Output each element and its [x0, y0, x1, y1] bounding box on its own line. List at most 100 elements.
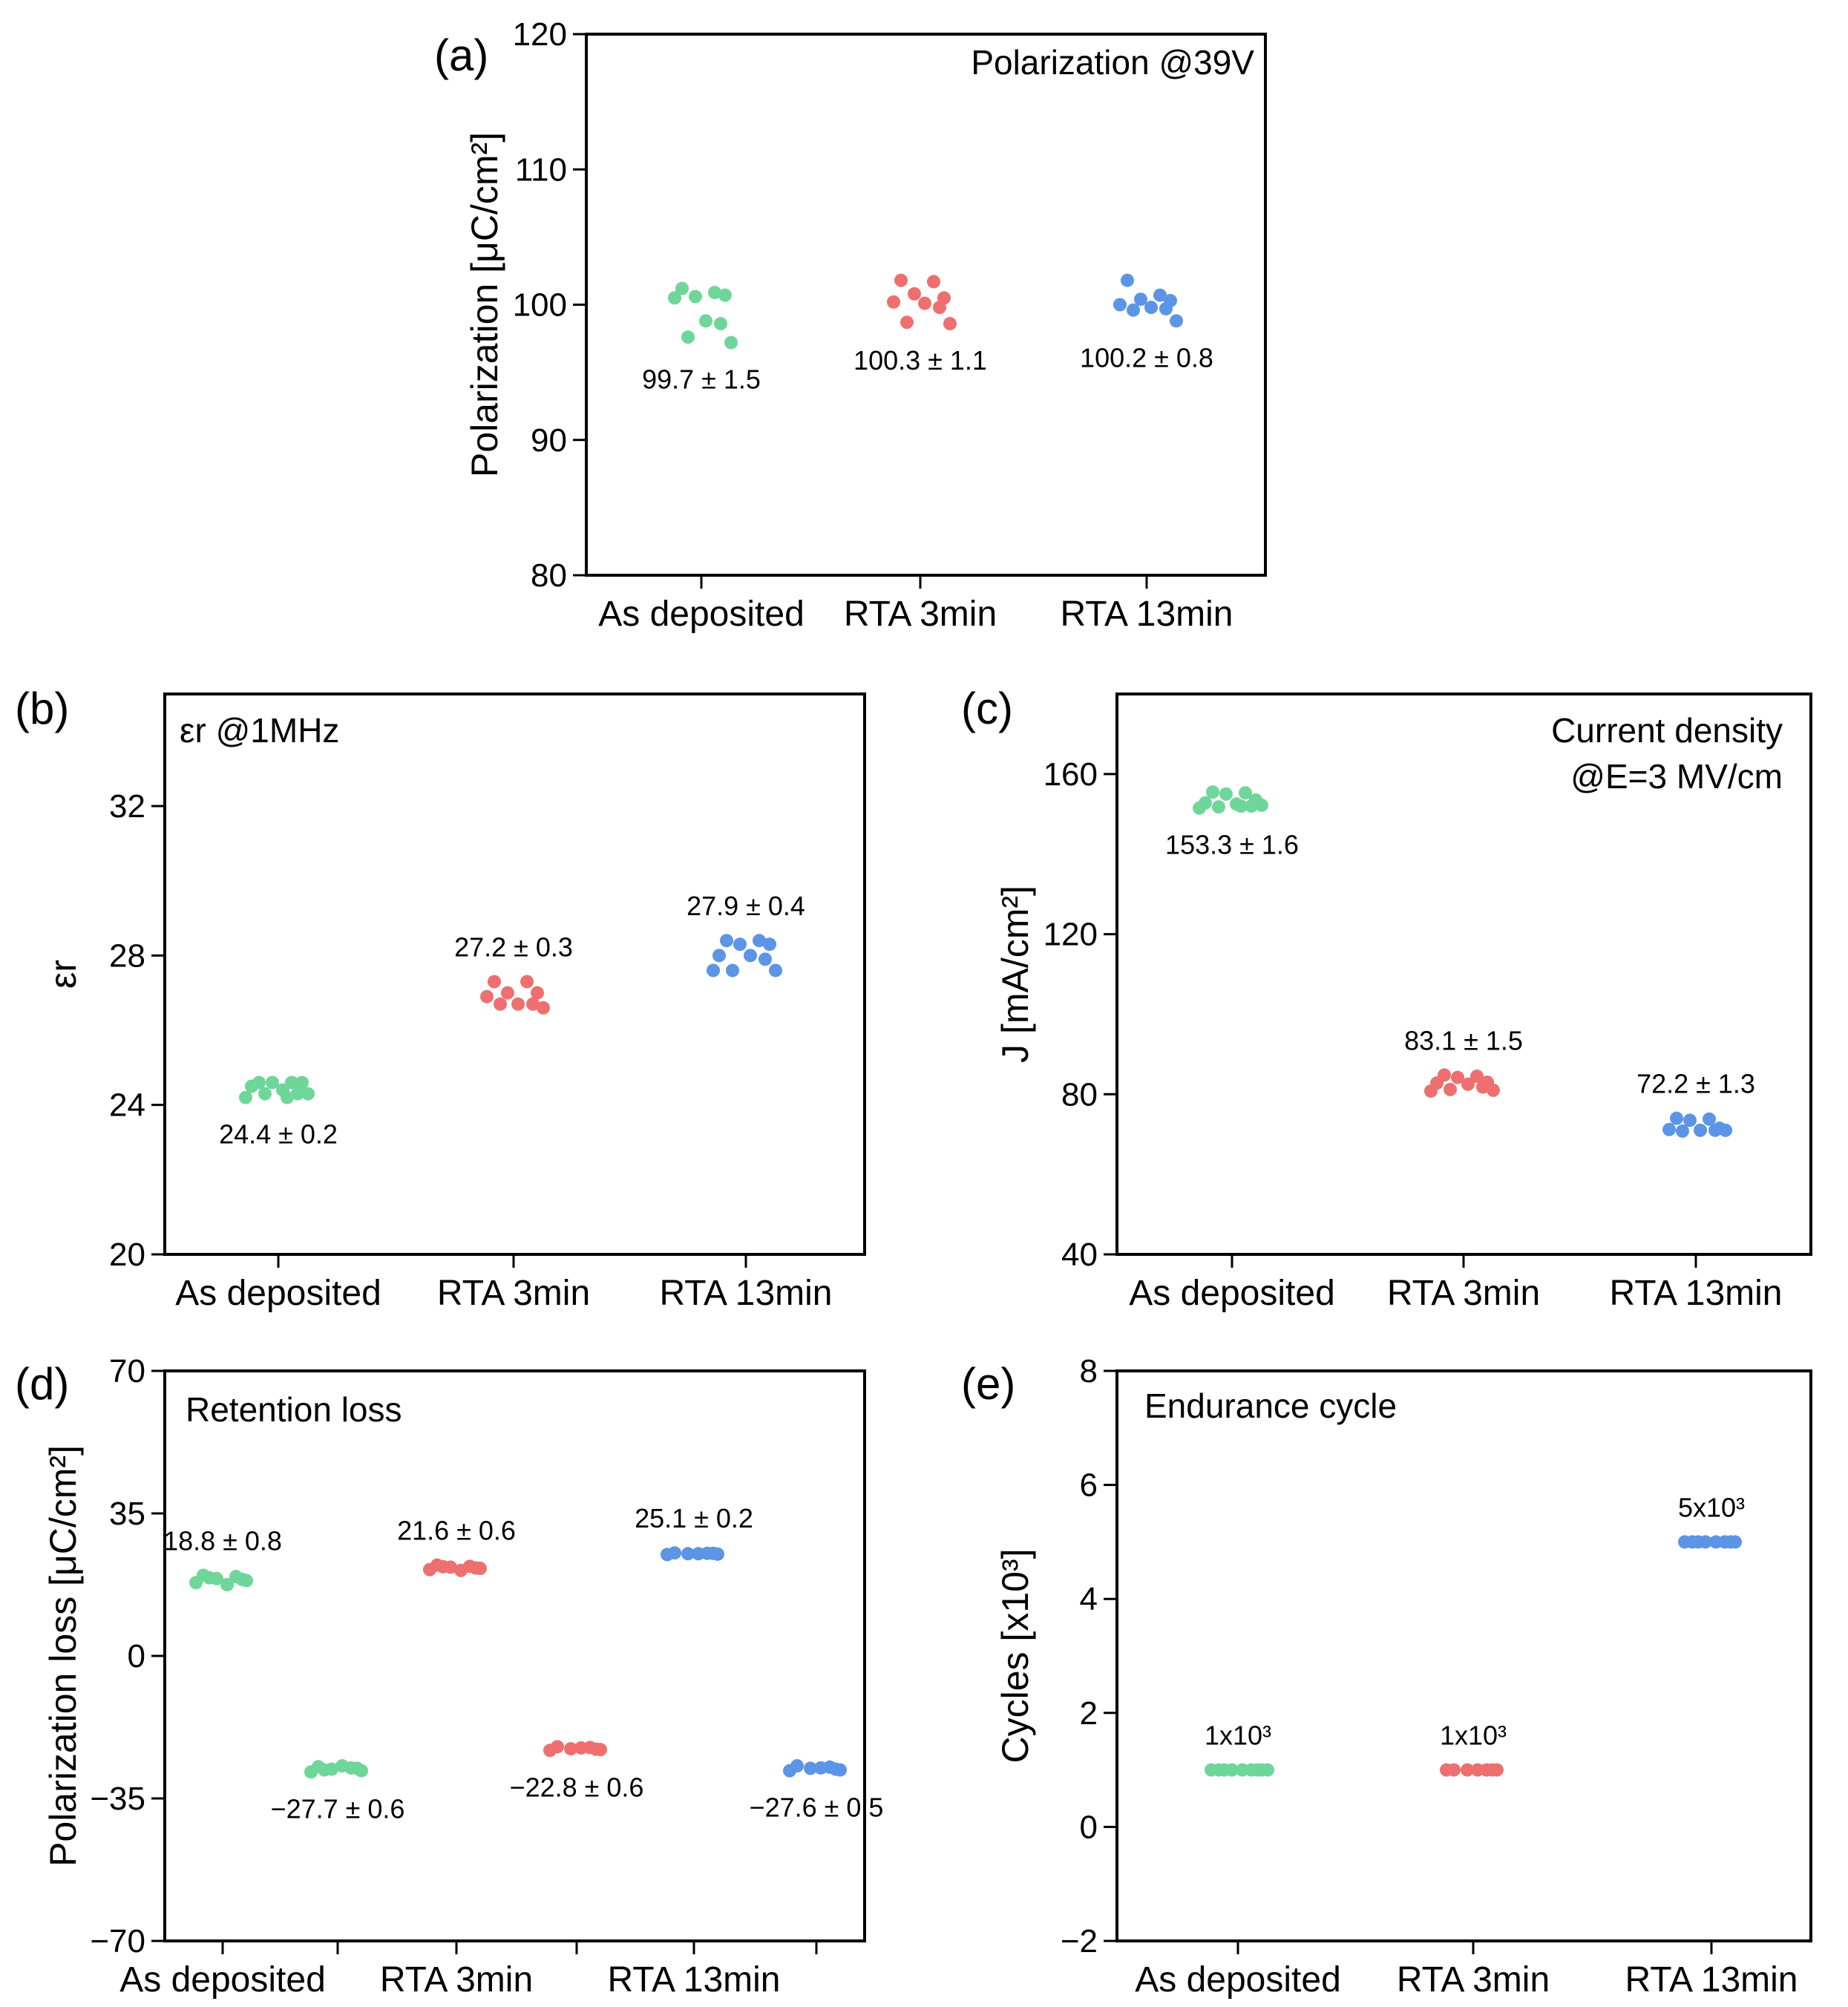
y-tick-label: 80 — [1061, 1076, 1098, 1113]
data-point — [1691, 1535, 1705, 1549]
x-category-label: As deposited — [175, 1274, 381, 1313]
data-point — [1444, 1082, 1457, 1096]
data-point — [454, 1563, 468, 1577]
panel-letter: (d) — [15, 1359, 69, 1409]
data-point — [689, 289, 702, 304]
y-tick-label: 6 — [1080, 1467, 1098, 1504]
data-point — [708, 286, 721, 300]
data-point — [488, 975, 501, 989]
data-point — [712, 949, 726, 963]
data-point — [1440, 1763, 1453, 1777]
data-point — [564, 1742, 577, 1756]
chart-subtitle: @E=3 MV/cm — [1570, 757, 1783, 796]
data-annotation: 1x10³ — [1440, 1720, 1507, 1751]
data-point — [829, 1762, 842, 1776]
data-annotation: −22.8 ± 0.6 — [510, 1772, 644, 1802]
series-points — [1662, 1111, 1732, 1138]
data-point — [1127, 303, 1140, 317]
chart-title: Retention loss — [186, 1390, 402, 1429]
data-point — [1683, 1113, 1697, 1127]
data-point — [469, 1561, 482, 1575]
panel-d: (d) −70 −35 0 35 70 Polarization loss [μC/cm²]… — [15, 1353, 883, 2000]
data-point — [718, 288, 732, 302]
plot-frame — [163, 1369, 866, 1942]
data-point — [203, 1571, 216, 1585]
data-point — [1219, 787, 1233, 801]
y-tick-label: 4 — [1080, 1581, 1098, 1617]
data-point — [1234, 799, 1248, 813]
y-axis-label: Polarization [μC/cm²] — [464, 132, 505, 477]
data-point — [1239, 786, 1252, 800]
data-point — [769, 963, 782, 978]
data-point — [744, 949, 757, 963]
data-point — [1678, 1535, 1691, 1549]
data-point — [675, 281, 689, 295]
data-point — [724, 335, 738, 350]
data-annotation: 72.2 ± 1.3 — [1636, 1069, 1755, 1099]
data-point — [574, 1741, 588, 1755]
x-category-label: As deposited — [1129, 1274, 1335, 1313]
y-tick-label: 90 — [531, 422, 567, 459]
data-point — [295, 1075, 309, 1090]
data-point — [258, 1087, 272, 1101]
data-point — [1476, 1080, 1490, 1094]
data-point — [480, 989, 494, 1004]
data-point — [1236, 1763, 1249, 1777]
plot-frame — [163, 693, 866, 1256]
data-point — [908, 287, 921, 301]
y-tick-label: 2 — [1080, 1695, 1098, 1732]
data-annotation: 25.1 ± 0.2 — [635, 1503, 753, 1533]
data-point — [733, 937, 747, 952]
data-point — [1708, 1123, 1722, 1137]
data-point — [753, 934, 766, 948]
data-point — [1261, 1763, 1274, 1777]
x-category-label: RTA 3min — [1387, 1274, 1540, 1313]
data-point — [423, 1562, 436, 1577]
data-point — [1703, 1112, 1716, 1126]
data-point — [804, 1761, 817, 1775]
data-point — [661, 1548, 674, 1562]
data-point — [543, 1744, 557, 1758]
x-category-label: RTA 3min — [844, 595, 997, 634]
data-point — [1470, 1070, 1484, 1084]
y-tick-label: 20 — [109, 1237, 145, 1273]
data-point — [501, 986, 514, 1000]
data-point — [1134, 292, 1147, 307]
y-tick-label: 0 — [1080, 1809, 1098, 1845]
data-point — [720, 934, 733, 948]
y-tick-label: 40 — [1061, 1237, 1098, 1273]
series-points — [543, 1740, 607, 1758]
panel-b: (b) 20 24 28 32 εr As deposited RTA 3min RTA 13m… — [15, 684, 866, 1313]
y-tick-label: 100 — [513, 287, 567, 324]
y-tick-label: 70 — [109, 1353, 145, 1389]
data-point — [814, 1761, 828, 1775]
y-axis-label: εr — [42, 960, 84, 989]
data-point — [304, 1765, 318, 1779]
data-point — [1245, 799, 1258, 813]
data-point — [783, 1764, 796, 1778]
data-point — [681, 1547, 695, 1561]
data-point — [943, 317, 957, 331]
y-tick-label: −70 — [90, 1923, 145, 1959]
data-point — [1719, 1123, 1732, 1137]
x-category-label: RTA 13min — [660, 1274, 833, 1313]
series-points — [304, 1759, 368, 1779]
data-point — [1113, 298, 1127, 312]
data-annotation: 153.3 ± 1.6 — [1165, 830, 1299, 860]
y-axis-label: Cycles [x10³] — [995, 1549, 1036, 1764]
data-annotation: 100.3 ± 1.1 — [853, 345, 987, 376]
data-point — [1206, 785, 1219, 799]
x-category-label: RTA 13min — [1061, 595, 1233, 634]
x-category-label: As deposited — [119, 1960, 326, 2000]
series-points — [423, 1558, 487, 1577]
data-point — [1218, 1763, 1231, 1777]
chart-title: Polarization @39V — [971, 43, 1254, 82]
data-point — [714, 317, 727, 331]
series-points — [189, 1568, 253, 1591]
panel-letter: (e) — [961, 1359, 1015, 1409]
data-point — [1461, 1763, 1474, 1777]
data-point — [1461, 1077, 1475, 1091]
data-annotation: 99.7 ± 1.5 — [642, 364, 761, 395]
data-point — [1670, 1111, 1683, 1125]
y-tick-label: 160 — [1043, 756, 1098, 793]
